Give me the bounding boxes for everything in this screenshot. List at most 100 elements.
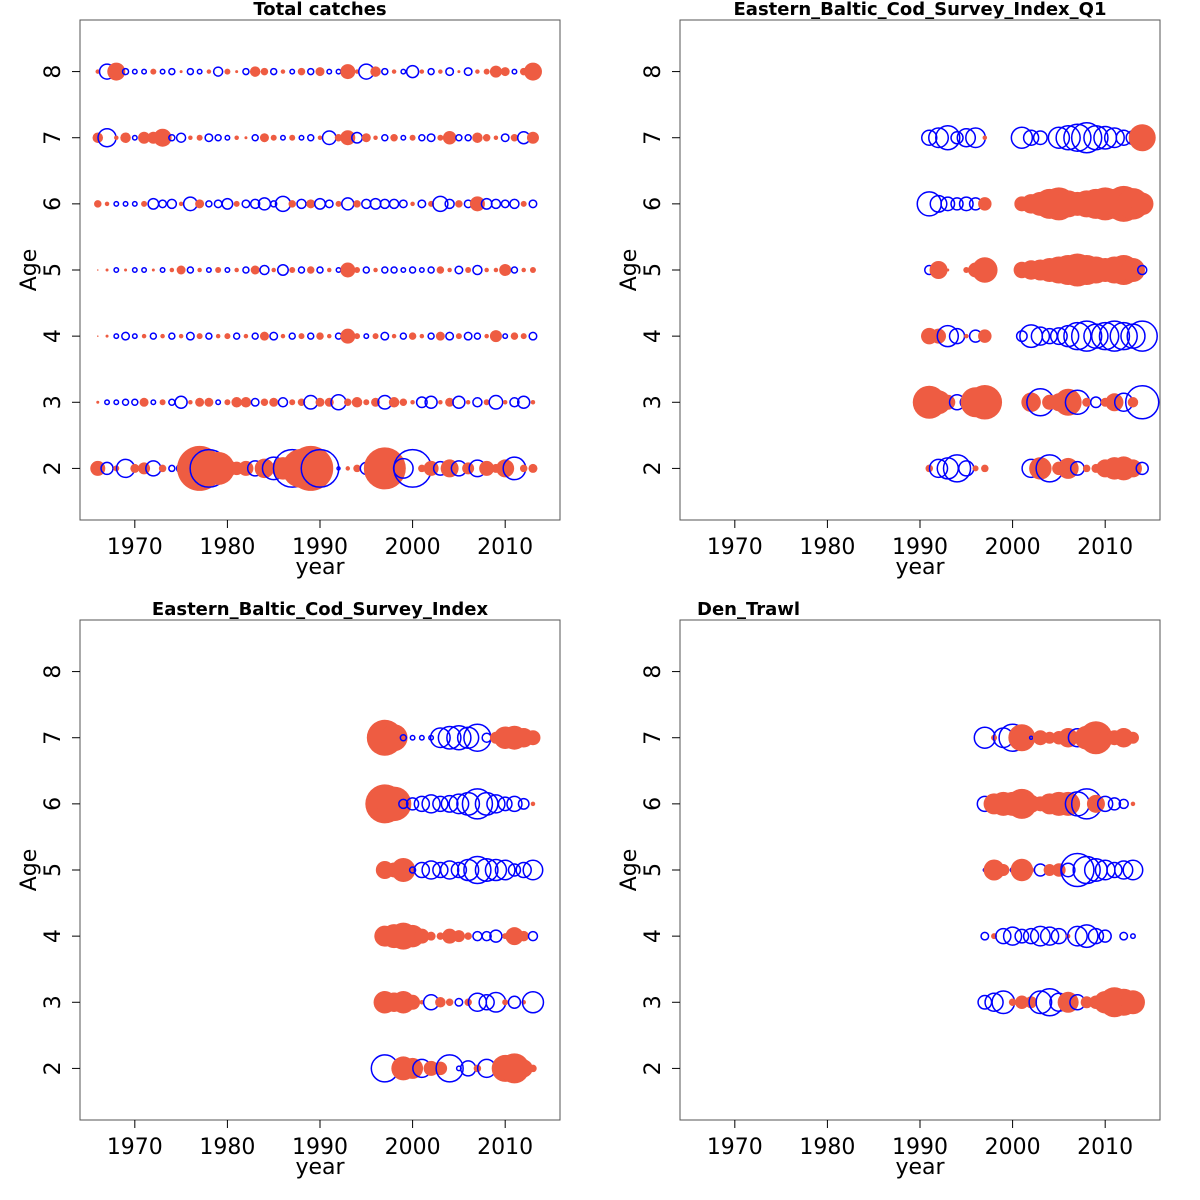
- bubble: [1008, 724, 1036, 752]
- bubble: [373, 135, 378, 140]
- bubble: [150, 399, 157, 406]
- bubble: [978, 329, 992, 343]
- bubble: [297, 266, 306, 274]
- y-tick-label: 3: [641, 995, 666, 1009]
- bubble: [260, 398, 269, 407]
- bubble: [1015, 995, 1029, 1010]
- bubble: [1106, 861, 1123, 879]
- bubble: [1136, 264, 1148, 276]
- bubble: [370, 66, 381, 77]
- bubble: [437, 725, 462, 750]
- plot-area: [912, 121, 1160, 483]
- bubble: [147, 197, 160, 210]
- bubble: [300, 448, 340, 488]
- bubble: [1043, 864, 1056, 876]
- x-tick-label: 1970: [707, 535, 763, 560]
- bubble: [507, 995, 522, 1010]
- bubble: [100, 461, 114, 476]
- bubble: [251, 133, 259, 142]
- bubble: [472, 930, 483, 942]
- bubble: [490, 198, 502, 210]
- bubble: [463, 723, 492, 752]
- bubble: [418, 133, 426, 142]
- bubble: [1025, 996, 1038, 1009]
- bubble: [516, 395, 531, 410]
- bubble: [445, 397, 455, 407]
- bubble: [240, 397, 252, 408]
- bubble: [463, 855, 492, 885]
- x-tick-label: 2000: [385, 535, 441, 560]
- bubble: [505, 927, 524, 946]
- bubble: [474, 858, 499, 882]
- bubble: [530, 400, 536, 405]
- bubble: [96, 400, 100, 404]
- y-tick-label: 2: [41, 461, 66, 475]
- y-axis-label: Age: [17, 249, 42, 292]
- bubble: [436, 932, 445, 940]
- bubble: [1008, 998, 1017, 1007]
- bubble: [104, 399, 111, 406]
- bubble: [363, 399, 370, 406]
- x-tick-label: 2000: [385, 1135, 441, 1160]
- bubble: [242, 67, 250, 76]
- bubble: [215, 267, 222, 273]
- bubble: [510, 266, 519, 274]
- y-tick-label: 2: [41, 1061, 66, 1075]
- bubble: [418, 464, 426, 473]
- x-tick-label: 2010: [477, 1135, 533, 1160]
- bubble: [344, 398, 352, 407]
- bubble: [212, 66, 224, 77]
- bubble: [276, 264, 289, 276]
- bubble: [457, 70, 461, 74]
- bubble: [426, 931, 436, 941]
- bubble: [1103, 127, 1125, 149]
- bubble: [484, 858, 508, 882]
- y-tick-label: 5: [641, 863, 666, 877]
- bubble: [1049, 327, 1068, 346]
- bubble: [465, 400, 471, 405]
- bubble: [984, 992, 1004, 1013]
- bubble: [130, 463, 140, 473]
- bubble: [213, 199, 223, 209]
- bubble: [178, 333, 184, 339]
- bubble: [488, 394, 504, 410]
- bubble: [427, 67, 435, 76]
- bubble: [316, 266, 324, 274]
- bubble: [520, 200, 527, 207]
- bubble: [439, 860, 460, 880]
- bubble: [520, 333, 527, 340]
- bubble: [429, 727, 451, 749]
- bubble: [206, 69, 212, 74]
- bubble: [1086, 794, 1105, 813]
- bubble: [940, 196, 956, 212]
- bubble: [489, 330, 502, 343]
- bubble: [160, 333, 165, 339]
- bubble: [340, 64, 356, 80]
- bubble: [1080, 996, 1093, 1009]
- bubble: [251, 332, 259, 340]
- bubble: [340, 328, 356, 344]
- bubble: [958, 196, 974, 212]
- bubble: [340, 262, 356, 278]
- bubble: [1090, 321, 1120, 351]
- bubble: [178, 201, 184, 207]
- bubble: [1021, 392, 1041, 413]
- x-tick-label: 1980: [199, 535, 255, 560]
- bubble: [231, 397, 242, 408]
- bubble: [1002, 926, 1023, 946]
- bubble: [381, 266, 389, 274]
- bubble: [427, 332, 435, 340]
- bubble: [158, 199, 168, 209]
- bubble: [424, 395, 438, 410]
- bubble: [1015, 330, 1028, 343]
- bubble: [269, 67, 278, 76]
- bubble: [399, 332, 408, 340]
- bubble: [463, 67, 473, 77]
- bubble: [131, 200, 138, 207]
- bubble: [502, 400, 508, 405]
- bubble: [983, 859, 1005, 881]
- bubble: [388, 198, 400, 210]
- bubble: [380, 331, 390, 341]
- bubble: [369, 197, 382, 210]
